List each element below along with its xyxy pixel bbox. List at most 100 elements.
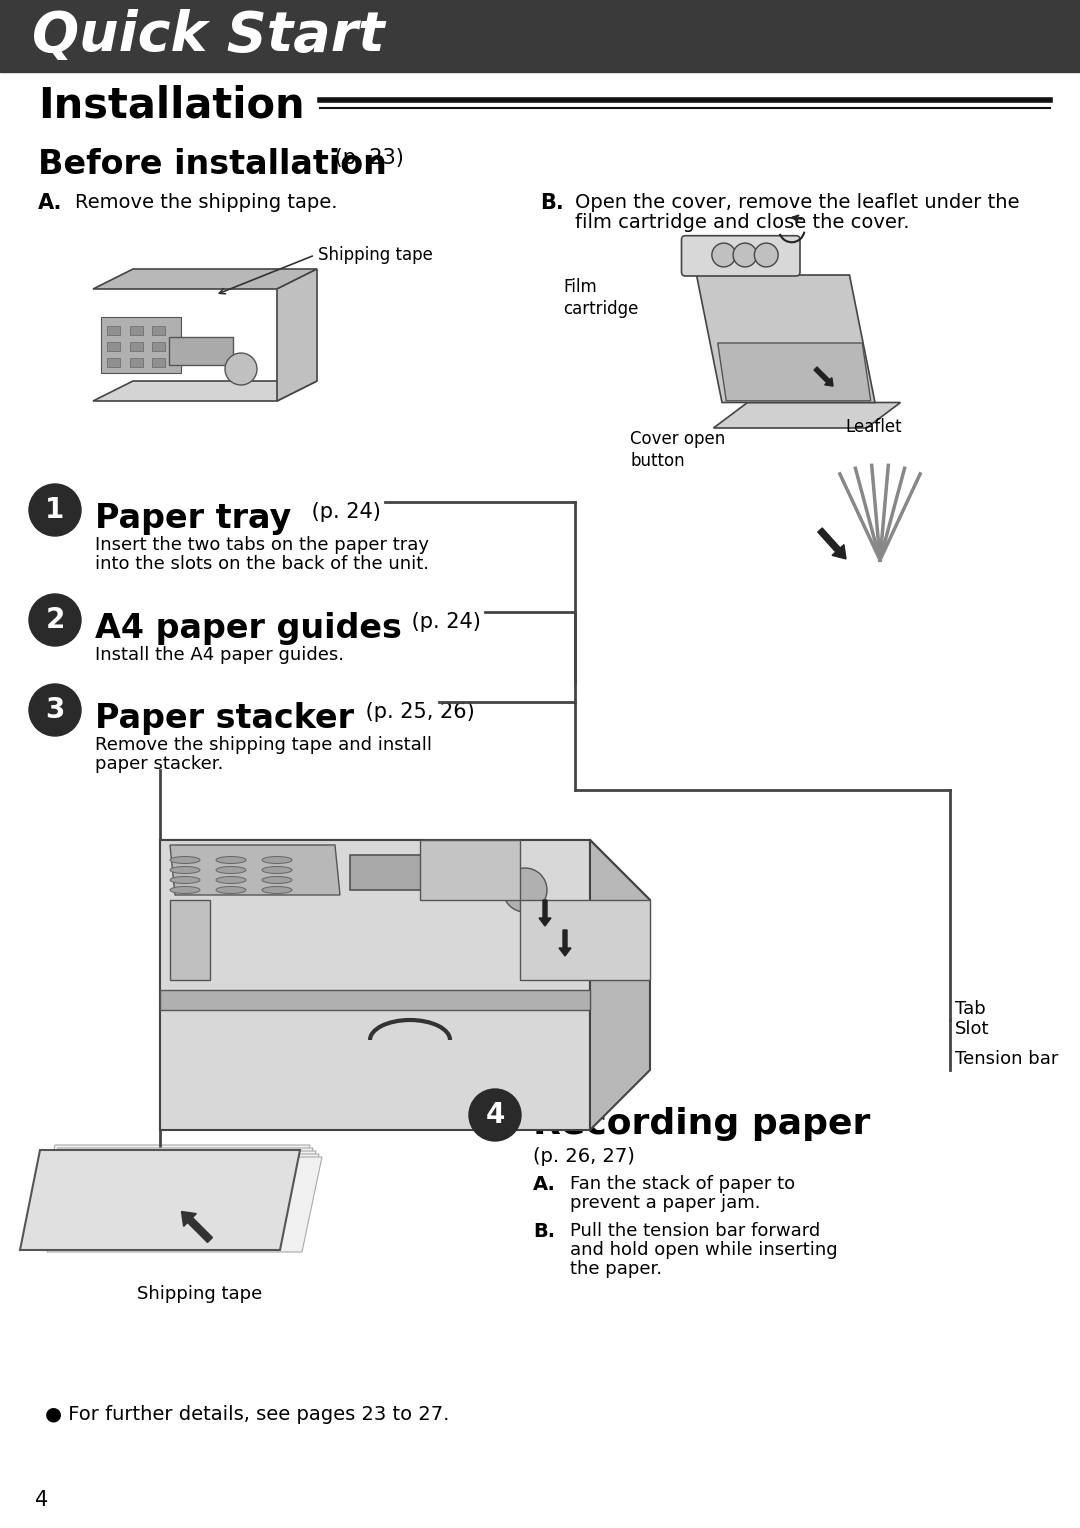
Bar: [130, 358, 143, 367]
Text: (p. 25, 26): (p. 25, 26): [359, 701, 475, 723]
FancyArrow shape: [539, 900, 551, 926]
Polygon shape: [714, 402, 901, 428]
Bar: [130, 325, 143, 335]
Ellipse shape: [262, 866, 292, 874]
Ellipse shape: [216, 866, 246, 874]
FancyArrow shape: [818, 529, 846, 559]
Text: prevent a paper jam.: prevent a paper jam.: [570, 1193, 760, 1212]
Circle shape: [733, 243, 757, 267]
Bar: [152, 325, 165, 335]
Polygon shape: [93, 380, 318, 400]
Text: (p. 24): (p. 24): [405, 613, 481, 633]
Bar: [160, 990, 590, 1010]
Polygon shape: [590, 840, 650, 1131]
Text: (p. 23): (p. 23): [328, 148, 404, 168]
Bar: [107, 325, 120, 335]
Text: Insert the two tabs on the paper tray: Insert the two tabs on the paper tray: [95, 536, 429, 555]
Bar: [168, 338, 233, 365]
Text: film cartridge and close the cover.: film cartridge and close the cover.: [575, 212, 909, 232]
Text: Before installation: Before installation: [38, 148, 387, 180]
Text: B.: B.: [540, 193, 564, 212]
Polygon shape: [44, 1154, 319, 1248]
Text: (p. 26, 27): (p. 26, 27): [534, 1148, 635, 1166]
Text: and hold open while inserting: and hold open while inserting: [570, 1241, 838, 1259]
Text: Install the A4 paper guides.: Install the A4 paper guides.: [95, 646, 345, 665]
Ellipse shape: [170, 866, 200, 874]
Text: Open the cover, remove the leaflet under the: Open the cover, remove the leaflet under…: [575, 193, 1020, 212]
Text: 2: 2: [45, 607, 65, 634]
Ellipse shape: [262, 877, 292, 883]
Polygon shape: [170, 845, 340, 895]
Text: ● For further details, see pages 23 to 27.: ● For further details, see pages 23 to 2…: [45, 1406, 449, 1424]
Polygon shape: [38, 1148, 313, 1242]
Circle shape: [29, 685, 81, 736]
Ellipse shape: [170, 886, 200, 894]
Ellipse shape: [170, 877, 200, 883]
FancyArrow shape: [181, 1212, 213, 1242]
Text: B.: B.: [534, 1222, 555, 1241]
Text: Installation: Installation: [38, 86, 305, 127]
Bar: [170, 900, 210, 979]
Ellipse shape: [170, 857, 200, 863]
Text: 1: 1: [45, 497, 65, 524]
FancyBboxPatch shape: [681, 235, 800, 277]
Polygon shape: [160, 840, 650, 900]
Text: Cover open
button: Cover open button: [630, 429, 726, 471]
Polygon shape: [519, 900, 650, 979]
Text: Quick Start: Quick Start: [32, 9, 384, 63]
Bar: [152, 342, 165, 350]
Ellipse shape: [216, 857, 246, 863]
Text: Remove the shipping tape and install: Remove the shipping tape and install: [95, 736, 432, 753]
Circle shape: [29, 484, 81, 536]
Text: Shipping tape: Shipping tape: [137, 1285, 262, 1303]
Text: 4: 4: [485, 1102, 504, 1129]
Text: 3: 3: [45, 695, 65, 724]
Bar: [152, 358, 165, 367]
Text: Tension bar: Tension bar: [955, 1050, 1058, 1068]
Polygon shape: [276, 269, 318, 400]
Text: Leaflet: Leaflet: [845, 419, 902, 435]
Bar: [0, 0, 1080, 72]
Circle shape: [503, 868, 546, 912]
Bar: [102, 316, 181, 373]
Text: A.: A.: [534, 1175, 556, 1193]
Circle shape: [754, 243, 779, 267]
Text: Tab: Tab: [955, 999, 986, 1018]
Text: Remove the shipping tape.: Remove the shipping tape.: [75, 193, 337, 212]
Polygon shape: [160, 840, 590, 1131]
Circle shape: [469, 1089, 521, 1141]
Circle shape: [29, 594, 81, 646]
Text: (p. 24): (p. 24): [305, 503, 381, 523]
Text: Shipping tape: Shipping tape: [318, 246, 433, 264]
Text: Paper stacker: Paper stacker: [95, 701, 354, 735]
Text: Paper tray: Paper tray: [95, 503, 292, 535]
Text: the paper.: the paper.: [570, 1261, 662, 1277]
Polygon shape: [420, 840, 519, 900]
Polygon shape: [718, 342, 870, 400]
Polygon shape: [41, 1151, 316, 1245]
Circle shape: [225, 353, 257, 385]
Polygon shape: [35, 1144, 310, 1241]
Ellipse shape: [262, 857, 292, 863]
Text: into the slots on the back of the unit.: into the slots on the back of the unit.: [95, 555, 429, 573]
Bar: [107, 358, 120, 367]
FancyArrow shape: [559, 931, 571, 957]
Text: A4 paper guides: A4 paper guides: [95, 613, 402, 645]
Polygon shape: [697, 275, 875, 402]
Polygon shape: [93, 269, 318, 289]
Circle shape: [712, 243, 735, 267]
Ellipse shape: [216, 877, 246, 883]
Text: A.: A.: [38, 193, 63, 212]
Ellipse shape: [216, 886, 246, 894]
FancyArrow shape: [814, 367, 833, 387]
Text: Film
cartridge: Film cartridge: [563, 278, 638, 318]
Bar: [107, 342, 120, 350]
Polygon shape: [48, 1157, 322, 1251]
Text: Slot: Slot: [955, 1021, 989, 1038]
Polygon shape: [21, 1151, 300, 1250]
Text: paper stacker.: paper stacker.: [95, 755, 224, 773]
Text: Recording paper: Recording paper: [534, 1106, 870, 1141]
Text: 4: 4: [35, 1490, 49, 1510]
Bar: [130, 342, 143, 350]
Bar: [350, 856, 500, 889]
